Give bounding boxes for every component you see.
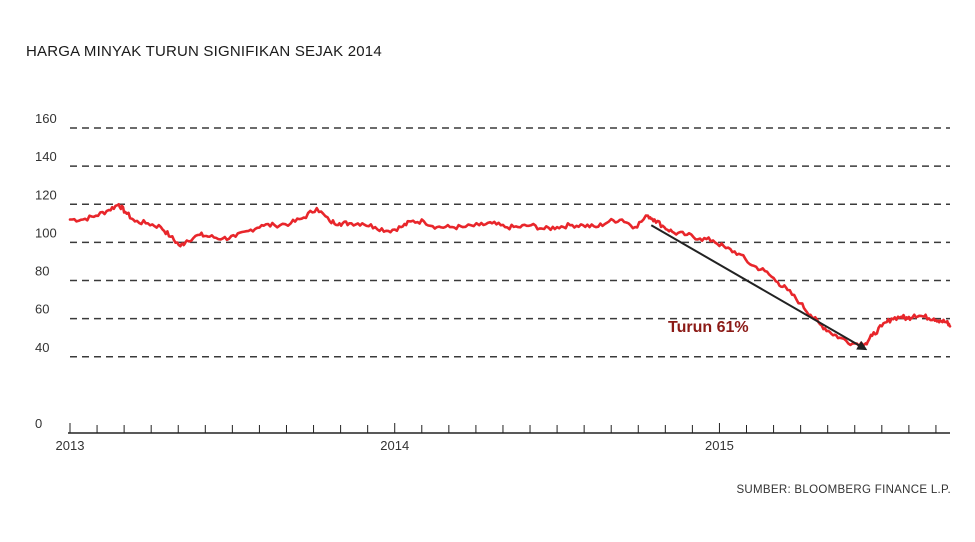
series	[68, 203, 952, 348]
y-tick-labels: 0 40 60 80 100 120 140 160	[35, 111, 57, 431]
y-tick-label: 80	[35, 264, 49, 279]
source-note: SUMBER: BLOOMBERG FINANCE L.P.	[736, 484, 951, 496]
x-tick-label: 2015	[705, 438, 734, 453]
x-tick-label: 2014	[380, 438, 409, 453]
y-tick-label: 160	[35, 111, 57, 126]
series-line-oil-price	[68, 203, 952, 348]
y-tick-label: 60	[35, 302, 49, 317]
gridlines	[70, 127, 950, 358]
chart-title: HARGA MINYAK TURUN SIGNIFIKAN SEJAK 2014	[26, 43, 382, 60]
decline-arrow	[650, 224, 868, 351]
y-tick-label: 0	[35, 416, 42, 431]
y-tick-label: 40	[35, 340, 49, 355]
y-tick-label: 140	[35, 149, 57, 164]
annotations: Turun 61%	[650, 224, 868, 351]
x-tick-labels: 2013 2014 2015	[56, 438, 734, 453]
y-tick-label: 100	[35, 225, 57, 240]
x-tick-label: 2013	[56, 438, 85, 453]
annotation-label: Turun 61%	[668, 319, 749, 336]
axes	[68, 423, 950, 434]
y-tick-label: 120	[35, 187, 57, 202]
